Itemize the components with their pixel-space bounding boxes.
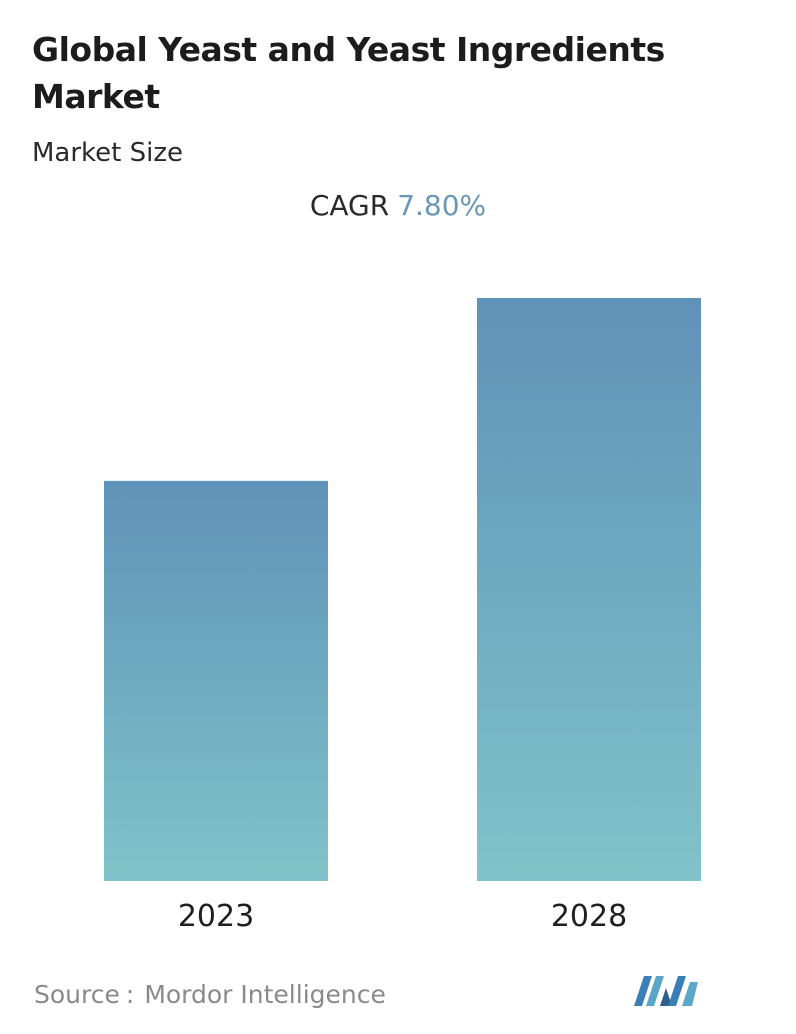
chart-title: Global Yeast and Yeast Ingredients Marke…	[32, 30, 665, 116]
source-label: Source	[34, 980, 120, 1009]
cagr-readout: CAGR 7.80%	[0, 189, 796, 222]
source-name: Mordor Intelligence	[144, 980, 386, 1009]
cagr-label: CAGR	[309, 189, 390, 222]
source-separator: :	[125, 980, 135, 1009]
mordor-intelligence-logo-icon	[634, 976, 698, 1006]
x-tick-label-2028: 2028	[551, 899, 627, 934]
bar-2028	[477, 298, 701, 881]
bar-chart: 2023 2028	[104, 298, 701, 934]
x-tick-label-2023: 2023	[178, 899, 254, 934]
source-note: Source: Mordor Intelligence	[34, 980, 386, 1009]
cagr-value: 7.80%	[397, 189, 487, 222]
bar-2023	[104, 480, 328, 881]
chart-subtitle: Market Size	[32, 138, 184, 168]
